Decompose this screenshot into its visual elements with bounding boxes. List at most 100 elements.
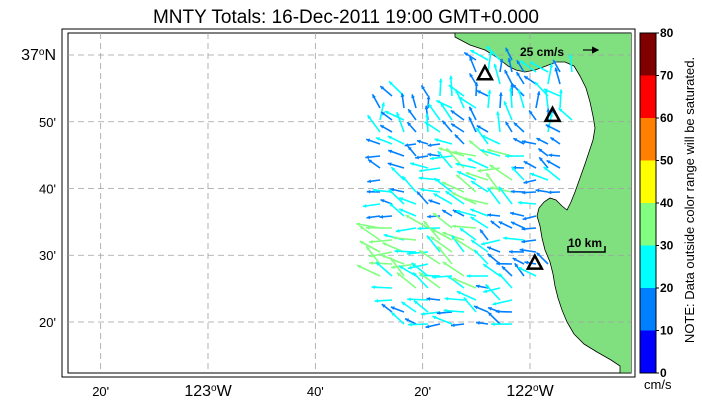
current-vector [429, 155, 453, 160]
current-vector [432, 212, 453, 229]
current-vector-head [538, 148, 543, 153]
current-vector-head [483, 289, 488, 294]
colorbar-tick-label: 60 [660, 111, 674, 125]
current-vector [433, 177, 453, 193]
current-vector-head [546, 160, 551, 164]
scale-bar [567, 246, 606, 253]
current-vector-head [549, 112, 554, 117]
station-marker [543, 105, 562, 123]
current-vector-head [519, 248, 524, 252]
current-vector-head [410, 162, 415, 166]
current-vector-head [417, 226, 422, 231]
current-vector-head [512, 84, 517, 89]
current-vector-head [372, 94, 376, 99]
current-vector-head [401, 301, 406, 306]
current-vector-head [547, 190, 552, 195]
current-vector-head [380, 199, 385, 203]
current-vector-head [518, 267, 523, 271]
current-vector-head [376, 137, 381, 141]
colorbar-unit: cm/s [644, 377, 672, 392]
current-vector-head [508, 87, 513, 92]
current-vector-head [476, 90, 481, 94]
current-vector-head [420, 188, 425, 192]
current-vector-head [445, 191, 450, 195]
current-vector [431, 228, 453, 241]
current-vector-head [434, 178, 439, 182]
current-vector-head [442, 120, 447, 125]
current-vector [389, 257, 405, 277]
current-vector-head [474, 249, 479, 254]
current-vector-head [521, 239, 526, 244]
current-vector [453, 237, 477, 253]
current-vector-head [475, 284, 480, 289]
current-vector-head [421, 85, 425, 90]
current-vector-head [539, 157, 543, 162]
current-vector-head [504, 69, 509, 74]
current-vector [442, 261, 465, 277]
current-vector-head [407, 297, 411, 302]
current-vector-head [454, 134, 459, 139]
current-vector-head [383, 233, 388, 238]
current-vector [417, 227, 441, 230]
current-vector [467, 157, 489, 169]
colorbar-segment [640, 75, 656, 118]
current-vector-head [396, 272, 401, 277]
current-vector-head [419, 168, 423, 173]
current-vector-head [365, 225, 370, 230]
current-vector-head [489, 164, 494, 169]
current-vector [365, 245, 381, 265]
current-vector-head [522, 216, 527, 221]
current-vector [396, 272, 417, 289]
current-vector-head [448, 85, 453, 89]
current-vector-head [471, 240, 476, 244]
current-vector-head [483, 264, 488, 268]
grid-lines [68, 33, 631, 373]
current-vector-head [432, 212, 437, 217]
colorbar-tick-label: 70 [660, 69, 674, 83]
current-vector-head [505, 121, 509, 126]
current-vector-head [476, 125, 481, 129]
current-vector-head [430, 236, 435, 241]
current-vector-head [434, 138, 439, 142]
current-vector-head [387, 135, 392, 140]
current-vector-head [503, 101, 508, 106]
scale-bar-label: 10 km [568, 236, 602, 250]
current-vector-head [469, 73, 474, 78]
current-vector-head [425, 324, 430, 329]
current-vector [437, 150, 453, 169]
hemisphere: W [539, 383, 555, 400]
current-vector-head [405, 215, 410, 219]
latitude-labels: 37oN 50' 40' 30' 20' [21, 47, 56, 331]
current-vector-head [465, 171, 470, 176]
current-vector-head [471, 181, 476, 185]
current-vector-head [524, 76, 529, 80]
current-vector-head [510, 211, 515, 216]
lon-label: 123oW [184, 383, 232, 401]
scale-vector-label: 25 cm/s [520, 45, 564, 59]
hemisphere: N [44, 47, 56, 64]
current-vector [489, 164, 513, 181]
current-vector-head [487, 246, 492, 251]
current-vector-head [369, 239, 373, 244]
longitude-labels: 20' 123oW 40' 20' 122oW [92, 383, 554, 401]
current-vector [392, 236, 417, 241]
current-vector-head [479, 229, 484, 234]
current-vector-head [521, 226, 526, 231]
current-vector-head [456, 291, 461, 295]
current-vector [356, 264, 381, 277]
current-vector-head [433, 193, 438, 197]
current-vector-head [432, 275, 436, 279]
current-vector-head [395, 228, 400, 233]
current-vector [437, 245, 453, 265]
colorbar-tick-label: 40 [660, 196, 674, 210]
current-vector [359, 240, 381, 253]
current-vector-head [488, 312, 492, 317]
current-vector-head [505, 154, 509, 159]
current-vector-head [365, 155, 370, 160]
current-vector-head [544, 88, 549, 93]
current-vector-head [408, 109, 412, 114]
current-vector-head [390, 187, 395, 192]
current-vector-head [487, 213, 492, 217]
current-vector-head [407, 122, 412, 127]
current-vector-head [452, 209, 457, 214]
